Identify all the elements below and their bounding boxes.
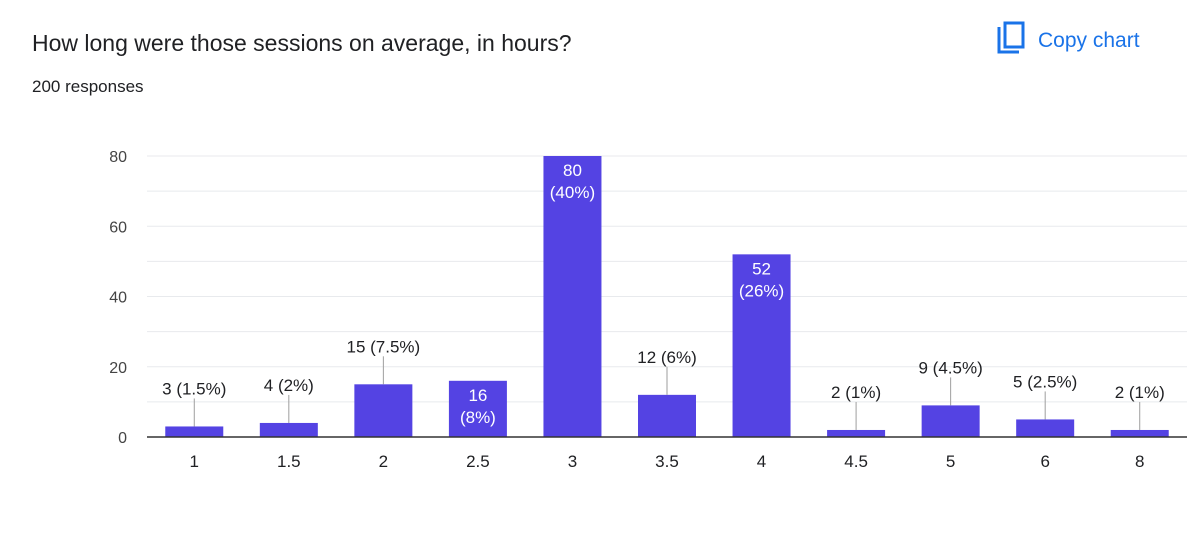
data-label: 52 bbox=[752, 259, 771, 278]
data-label: 80 bbox=[563, 161, 582, 180]
response-count: 200 responses bbox=[32, 77, 144, 96]
bar bbox=[259, 422, 318, 437]
data-label: 15 (7.5%) bbox=[347, 337, 421, 356]
chart-title: How long were those sessions on average,… bbox=[32, 30, 572, 56]
bar bbox=[638, 394, 696, 437]
bar bbox=[827, 429, 886, 437]
data-label: (8%) bbox=[460, 408, 496, 427]
y-tick-label: 40 bbox=[109, 290, 127, 307]
x-tick-label: 1.5 bbox=[277, 452, 301, 471]
x-tick-label: 3 bbox=[568, 452, 577, 471]
data-label: 12 (6%) bbox=[637, 348, 697, 367]
bar bbox=[448, 380, 507, 437]
data-label: 3 (1.5%) bbox=[162, 379, 226, 398]
x-tick-label: 2.5 bbox=[466, 452, 490, 471]
copy-chart-label: Copy chart bbox=[1038, 29, 1140, 52]
data-label: (26%) bbox=[739, 281, 784, 300]
data-label: (40%) bbox=[550, 183, 595, 202]
copy-chart-icon bbox=[996, 21, 1026, 61]
bar bbox=[921, 405, 980, 437]
data-label: 5 (2.5%) bbox=[1013, 372, 1077, 391]
bar bbox=[1016, 419, 1075, 437]
bar bbox=[354, 384, 413, 437]
x-tick-label: 4.5 bbox=[844, 452, 868, 471]
y-tick-label: 80 bbox=[109, 149, 127, 166]
data-label: 16 bbox=[468, 386, 487, 405]
y-tick-label: 20 bbox=[109, 360, 127, 377]
x-tick-label: 2 bbox=[379, 452, 388, 471]
bar bbox=[165, 426, 224, 437]
data-label: 4 (2%) bbox=[264, 376, 314, 395]
data-label: 2 (1%) bbox=[831, 383, 881, 402]
data-label: 2 (1%) bbox=[1115, 383, 1165, 402]
y-tick-label: 0 bbox=[118, 430, 127, 447]
bar bbox=[543, 156, 602, 437]
copy-chart-button[interactable]: Copy chart bbox=[988, 18, 1174, 64]
x-tick-label: 1 bbox=[190, 452, 199, 471]
bar bbox=[732, 254, 791, 437]
x-tick-label: 5 bbox=[946, 452, 955, 471]
y-tick-label: 60 bbox=[109, 219, 127, 236]
data-label: 9 (4.5%) bbox=[919, 358, 983, 377]
x-tick-label: 6 bbox=[1040, 452, 1049, 471]
bar bbox=[1110, 429, 1169, 437]
x-tick-label: 8 bbox=[1135, 452, 1144, 471]
x-tick-label: 4 bbox=[757, 452, 766, 471]
x-tick-label: 3.5 bbox=[655, 452, 679, 471]
